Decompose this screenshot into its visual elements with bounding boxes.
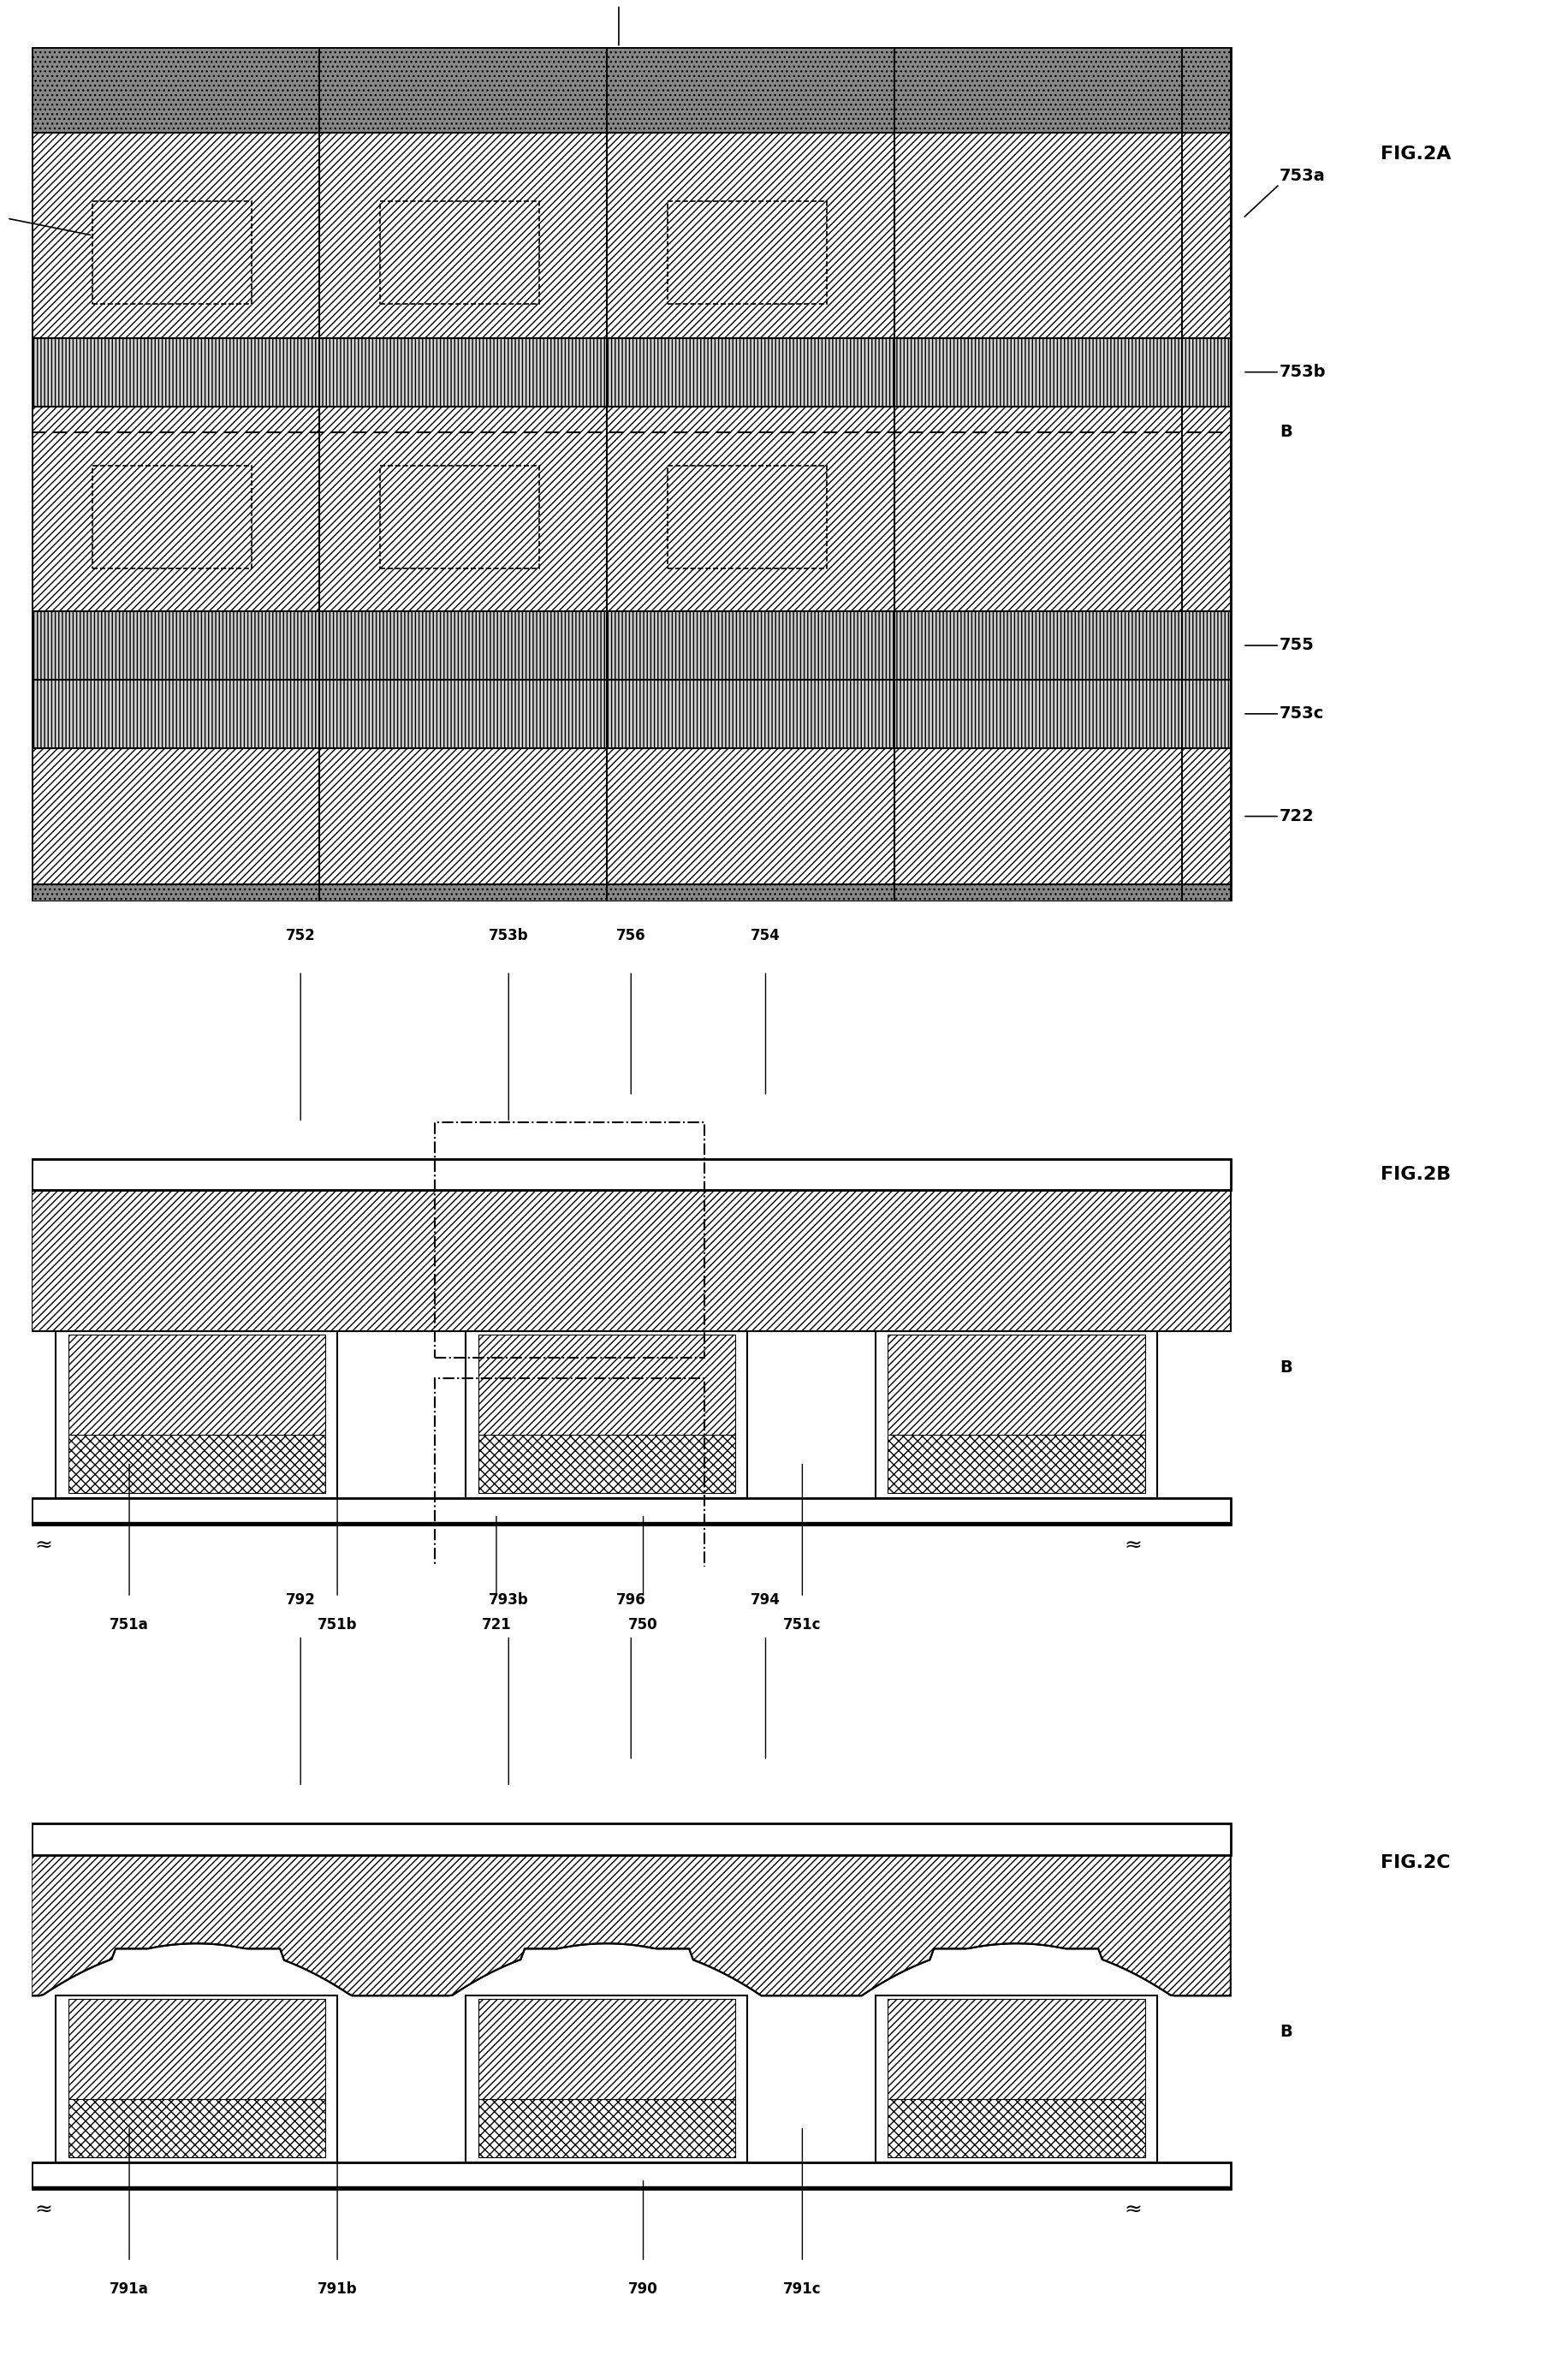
Text: 796: 796 xyxy=(616,1592,646,1607)
Bar xyxy=(478,1334,734,1436)
Text: 793b: 793b xyxy=(488,1592,528,1607)
Bar xyxy=(466,1331,746,1497)
Text: 751c: 751c xyxy=(782,1616,822,1633)
Text: 753b: 753b xyxy=(488,928,528,942)
Bar xyxy=(546,1165,572,1191)
Text: FIG.2A: FIG.2A xyxy=(1380,145,1450,164)
Bar xyxy=(31,1822,1229,1856)
Bar xyxy=(478,1436,734,1493)
Bar xyxy=(949,1175,971,1191)
Bar xyxy=(93,465,251,570)
Bar xyxy=(887,1998,1145,2100)
Bar xyxy=(67,1436,325,1493)
Bar xyxy=(67,2100,325,2157)
Bar xyxy=(31,1158,1229,1191)
Bar xyxy=(668,465,826,570)
Bar xyxy=(31,1497,1229,1523)
Bar xyxy=(466,1996,746,2162)
Text: 753a: 753a xyxy=(1279,168,1325,183)
Text: 753b: 753b xyxy=(1279,363,1325,380)
Text: 752: 752 xyxy=(285,928,315,942)
Polygon shape xyxy=(31,1856,1229,1996)
Bar xyxy=(31,337,1229,406)
Bar xyxy=(67,1998,325,2100)
Bar xyxy=(778,1165,804,1191)
Text: 792: 792 xyxy=(285,1592,315,1607)
Bar xyxy=(31,47,1229,133)
Bar xyxy=(379,202,539,304)
Text: 753c: 753c xyxy=(1279,705,1323,721)
Text: ≈: ≈ xyxy=(34,2200,53,2221)
Text: ≈: ≈ xyxy=(1123,2200,1142,2221)
Bar xyxy=(56,1996,337,2162)
Text: 791b: 791b xyxy=(317,2280,358,2297)
Text: ≈: ≈ xyxy=(34,1535,53,1557)
Text: 751a: 751a xyxy=(110,1616,149,1633)
Bar xyxy=(31,133,1229,337)
Bar xyxy=(875,1331,1157,1497)
Bar xyxy=(887,1334,1145,1436)
Text: B: B xyxy=(1279,1360,1292,1376)
Text: 754: 754 xyxy=(751,928,779,942)
Text: 722: 722 xyxy=(1279,809,1314,823)
Bar xyxy=(887,2100,1145,2157)
Text: 756: 756 xyxy=(616,928,646,942)
Bar xyxy=(56,1331,337,1497)
Bar xyxy=(875,1996,1157,2162)
Bar xyxy=(31,679,1229,747)
Text: 791a: 791a xyxy=(110,2280,149,2297)
Text: B: B xyxy=(1279,425,1292,439)
Text: 750: 750 xyxy=(629,1616,657,1633)
Bar xyxy=(67,1334,325,1436)
Bar xyxy=(93,202,251,304)
Bar xyxy=(31,2162,1229,2188)
Bar xyxy=(31,747,1229,902)
Bar xyxy=(31,1158,1229,1191)
Bar xyxy=(887,1436,1145,1493)
Bar xyxy=(31,612,1229,679)
Text: FIG.2C: FIG.2C xyxy=(1380,1853,1450,1872)
Text: ≈: ≈ xyxy=(1123,1535,1142,1557)
Bar xyxy=(31,406,1229,612)
Text: 721: 721 xyxy=(481,1616,511,1633)
Bar xyxy=(668,202,826,304)
Bar xyxy=(31,1191,1229,1331)
Text: 790: 790 xyxy=(629,2280,657,2297)
Text: 755: 755 xyxy=(1279,638,1314,653)
Text: 751b: 751b xyxy=(317,1616,358,1633)
Text: 791c: 791c xyxy=(782,2280,822,2297)
Bar xyxy=(478,2100,734,2157)
Bar xyxy=(478,1998,734,2100)
Bar xyxy=(31,885,1229,902)
Bar xyxy=(379,465,539,570)
Text: FIG.2B: FIG.2B xyxy=(1380,1165,1450,1184)
Text: B: B xyxy=(1279,2024,1292,2041)
Text: 794: 794 xyxy=(750,1592,781,1607)
